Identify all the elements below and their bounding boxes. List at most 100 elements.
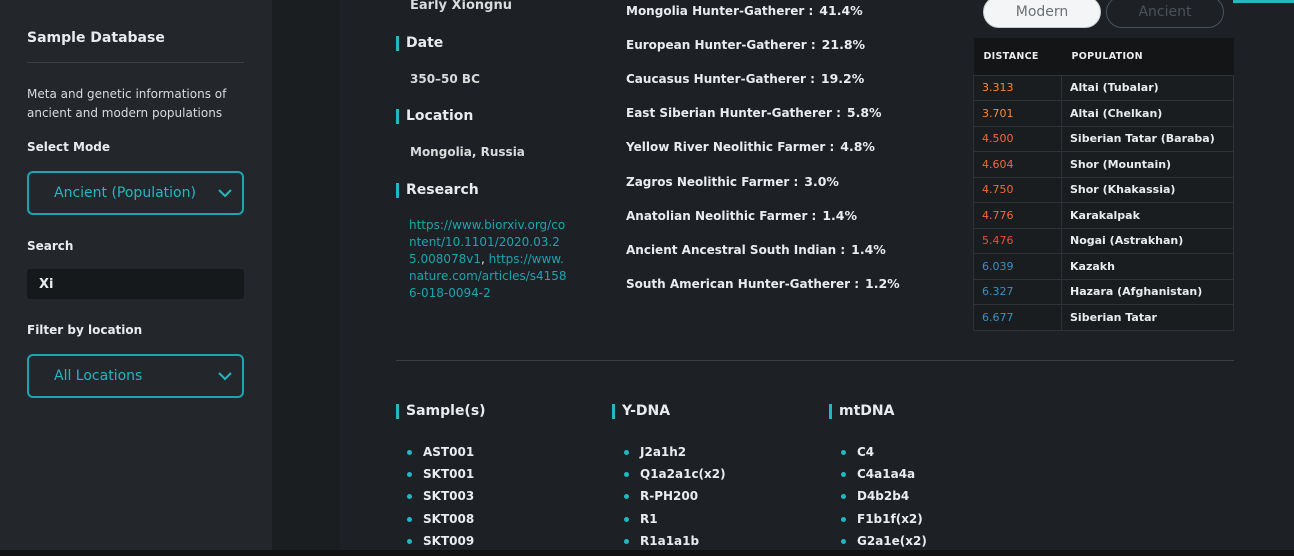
distance-cell: 4.500 bbox=[973, 125, 1062, 152]
location-select[interactable]: All Locations bbox=[27, 354, 244, 398]
ydna-heading: Y-DNA bbox=[612, 403, 670, 419]
mode-select[interactable]: Ancient (Population) bbox=[27, 171, 244, 215]
ancestry-percent: 1.2% bbox=[865, 275, 900, 291]
ancestry-percent: 21.8% bbox=[821, 37, 866, 53]
ancestry-row: Caucasus Hunter-Gatherer : 19.2% bbox=[626, 71, 864, 86]
distance-cell: 4.604 bbox=[973, 151, 1062, 178]
ydna-list: J2a1h2 Q1a2a1c(x2) R-PH200 R1 R1a1a1b bbox=[624, 445, 726, 556]
culture-name: Early Xiongnu bbox=[410, 0, 513, 13]
sample-item: SKT001 bbox=[407, 467, 474, 489]
select-mode-label: Select Mode bbox=[27, 140, 110, 154]
population-cell: Kazakh bbox=[1061, 253, 1234, 280]
ydna-item: J2a1h2 bbox=[624, 445, 726, 467]
ancient-toggle-button[interactable]: Ancient bbox=[1106, 0, 1224, 28]
ancestry-name: Yellow River Neolithic Farmer : bbox=[626, 140, 835, 155]
ydna-item: R1a1a1b bbox=[624, 534, 726, 556]
table-row[interactable]: 4.500 Siberian Tatar (Baraba) bbox=[973, 125, 1234, 152]
top-accent-bar bbox=[1233, 0, 1294, 3]
mtdna-item: F1b1f(x2) bbox=[841, 512, 927, 534]
search-input[interactable]: Xi bbox=[27, 269, 244, 299]
table-row[interactable]: 5.476 Nogai (Astrakhan) bbox=[973, 227, 1234, 254]
distance-table: DISTANCE POPULATION 3.313 Altai (Tubalar)… bbox=[973, 38, 1234, 331]
ancestry-row: Zagros Neolithic Farmer : 3.0% bbox=[626, 174, 839, 189]
distance-cell: 4.776 bbox=[973, 202, 1062, 229]
population-cell: Hazara (Afghanistan) bbox=[1061, 278, 1234, 305]
bottom-strip bbox=[0, 550, 1294, 556]
table-row[interactable]: 3.701 Altai (Chelkan) bbox=[973, 100, 1234, 127]
distance-cell: 3.313 bbox=[973, 74, 1062, 101]
ancestry-percent: 4.8% bbox=[840, 139, 875, 155]
population-cell: Altai (Tubalar) bbox=[1061, 74, 1234, 101]
ydna-item: R-PH200 bbox=[624, 489, 726, 511]
location-heading: Location bbox=[396, 108, 473, 124]
chevron-down-icon bbox=[218, 371, 232, 381]
table-row[interactable]: 3.313 Altai (Tubalar) bbox=[973, 74, 1234, 101]
sample-item: SKT009 bbox=[407, 534, 474, 556]
ancestry-percent: 1.4% bbox=[851, 241, 886, 257]
research-link-nature[interactable]: https://www.nature.com/articles/s41586-0… bbox=[409, 252, 567, 300]
population-cell: Shor (Khakassia) bbox=[1061, 176, 1234, 203]
population-cell: Altai (Chelkan) bbox=[1061, 100, 1234, 127]
sidebar: Sample Database Meta and genetic informa… bbox=[0, 0, 272, 550]
population-column-header: POPULATION bbox=[1061, 38, 1234, 75]
ydna-item: Q1a2a1c(x2) bbox=[624, 467, 726, 489]
mtdna-item: G2a1e(x2) bbox=[841, 534, 927, 556]
mode-select-value: Ancient (Population) bbox=[54, 185, 196, 201]
mtdna-item: C4 bbox=[841, 445, 927, 467]
distance-cell: 6.677 bbox=[973, 304, 1062, 331]
population-cell: Siberian Tatar bbox=[1061, 304, 1234, 331]
sample-item: SKT008 bbox=[407, 512, 474, 534]
table-header-row: DISTANCE POPULATION bbox=[973, 38, 1234, 75]
samples-list: AST001 SKT001 SKT003 SKT008 SKT009 bbox=[407, 445, 474, 556]
sample-item: AST001 bbox=[407, 445, 474, 467]
table-row[interactable]: 4.776 Karakalpak bbox=[973, 202, 1234, 229]
population-cell: Karakalpak bbox=[1061, 202, 1234, 229]
distance-column-header: DISTANCE bbox=[973, 38, 1062, 75]
ancestry-name: Mongolia Hunter-Gatherer : bbox=[626, 4, 814, 18]
ancestry-name: South American Hunter-Gatherer : bbox=[626, 276, 859, 291]
ancestry-row: South American Hunter-Gatherer : 1.2% bbox=[626, 276, 900, 291]
table-row[interactable]: 4.750 Shor (Khakassia) bbox=[973, 176, 1234, 203]
ydna-item: R1 bbox=[624, 512, 726, 534]
population-cell: Nogai (Astrakhan) bbox=[1061, 227, 1234, 254]
population-cell: Shor (Mountain) bbox=[1061, 151, 1234, 178]
location-filter-label: Filter by location bbox=[27, 323, 143, 337]
modern-toggle-button[interactable]: Modern bbox=[983, 0, 1101, 28]
distance-cell: 6.039 bbox=[973, 253, 1062, 280]
table-row[interactable]: 6.039 Kazakh bbox=[973, 253, 1234, 280]
ancestry-row: Ancient Ancestral South Indian : 1.4% bbox=[626, 242, 886, 257]
ancestry-row: Mongolia Hunter-Gatherer : 41.4% bbox=[626, 3, 863, 18]
ancestry-name: East Siberian Hunter-Gatherer : bbox=[626, 106, 841, 121]
sidebar-title: Sample Database bbox=[27, 30, 165, 46]
link-separator: , bbox=[481, 252, 485, 266]
ancestry-percent: 3.0% bbox=[804, 173, 839, 189]
table-row[interactable]: 4.604 Shor (Mountain) bbox=[973, 151, 1234, 178]
ancestry-name: Caucasus Hunter-Gatherer : bbox=[626, 72, 815, 87]
ancestry-percent: 19.2% bbox=[820, 71, 865, 87]
research-link-biorxiv[interactable]: https://www.biorxiv.org/content/10.1101/… bbox=[409, 218, 566, 266]
table-row[interactable]: 6.677 Siberian Tatar bbox=[973, 304, 1234, 331]
sidebar-divider bbox=[27, 62, 244, 63]
mtdna-item: C4a1a4a bbox=[841, 467, 927, 489]
table-row[interactable]: 6.327 Hazara (Afghanistan) bbox=[973, 278, 1234, 305]
ancestry-percent: 41.4% bbox=[819, 3, 863, 18]
ancestry-percent: 1.4% bbox=[822, 207, 858, 223]
sidebar-description: Meta and genetic informations of ancient… bbox=[27, 87, 227, 120]
population-cell: Siberian Tatar (Baraba) bbox=[1061, 125, 1234, 152]
sample-item: SKT003 bbox=[407, 489, 474, 511]
ancestry-percent: 5.8% bbox=[846, 105, 882, 121]
research-links: https://www.biorxiv.org/content/10.1101/… bbox=[409, 217, 571, 302]
distance-cell: 6.327 bbox=[973, 278, 1062, 305]
samples-heading: Sample(s) bbox=[396, 403, 486, 419]
ancestry-name: Ancient Ancestral South Indian : bbox=[626, 242, 846, 257]
distance-cell: 4.750 bbox=[973, 176, 1062, 203]
location-value: Mongolia, Russia bbox=[410, 145, 525, 159]
section-divider bbox=[396, 360, 1234, 361]
research-heading: Research bbox=[396, 182, 479, 198]
ancestry-name: European Hunter-Gatherer : bbox=[626, 38, 816, 53]
location-select-value: All Locations bbox=[54, 368, 143, 384]
mtdna-heading: mtDNA bbox=[829, 403, 894, 419]
ancestry-row: European Hunter-Gatherer : 21.8% bbox=[626, 37, 865, 52]
date-heading: Date bbox=[396, 35, 443, 51]
ancestry-row: Yellow River Neolithic Farmer : 4.8% bbox=[626, 139, 875, 154]
